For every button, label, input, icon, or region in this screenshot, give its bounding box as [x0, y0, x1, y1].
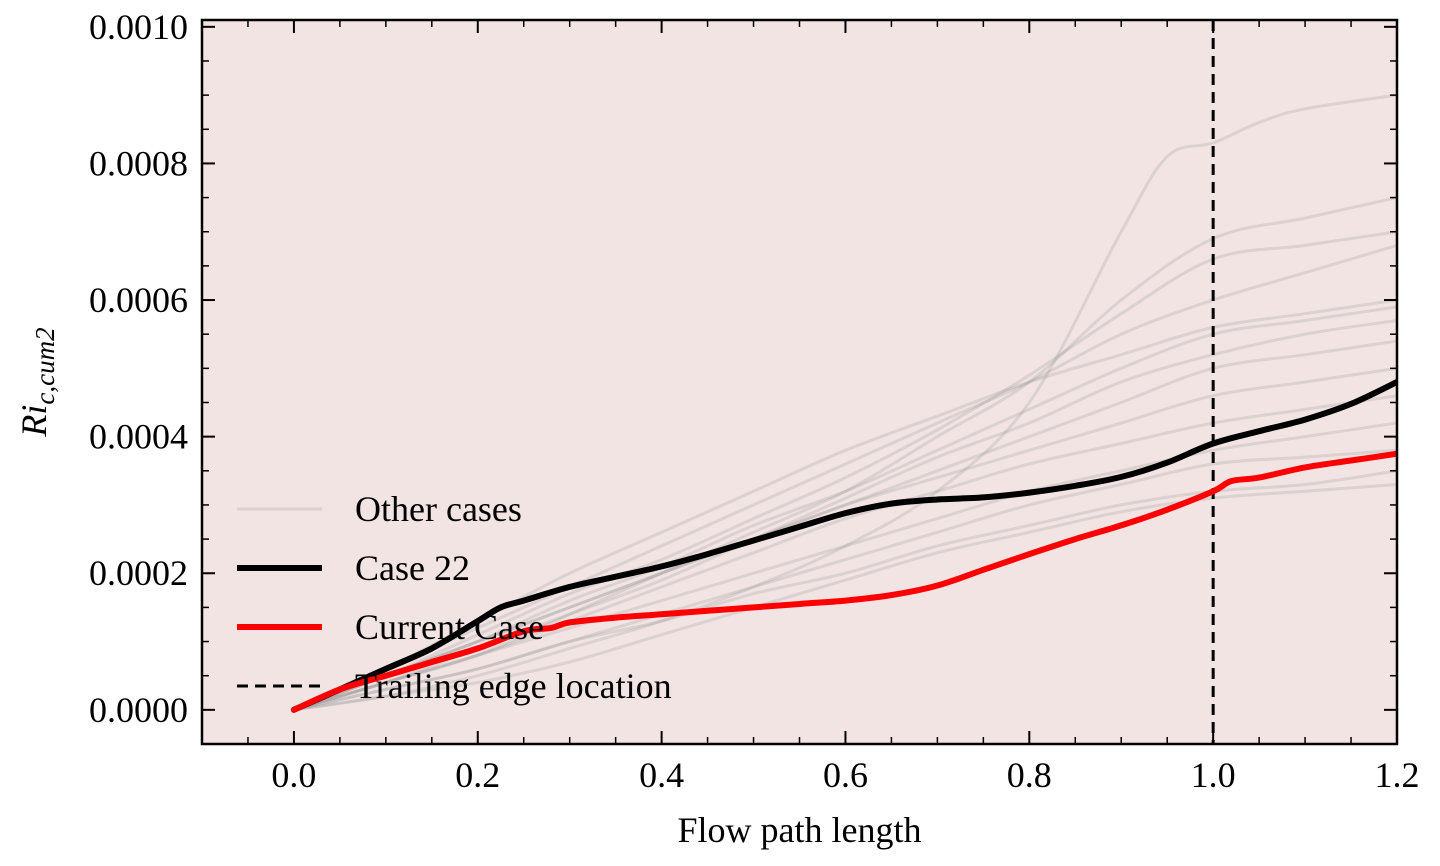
x-tick-label: 0.0: [271, 755, 316, 795]
curves-layer: [290, 20, 1397, 744]
series-line-case-22: [290, 379, 1397, 713]
x-tick-label: 0.2: [455, 755, 500, 795]
y-axis-label: Ric,cum2: [14, 327, 60, 437]
legend-label-3: Current Case: [355, 607, 544, 647]
y-tick-label: 0.0010: [89, 7, 188, 47]
x-axis-label: Flow path length: [678, 810, 922, 850]
y-axis-label-main: Ri: [14, 405, 54, 438]
plot-background: [202, 20, 1397, 744]
x-tick-label: 0.4: [639, 755, 684, 795]
other-case-line-1: [293, 93, 1397, 712]
y-tick-label: 0.0002: [89, 553, 188, 593]
other-case-line-10: [293, 421, 1397, 712]
x-tick-label: 0.8: [1007, 755, 1052, 795]
y-axis-label-subscript: c,cum2: [30, 327, 60, 404]
legend-label-1: Other cases: [355, 489, 522, 529]
legend-label-4: Trailing edge location: [355, 666, 672, 706]
y-tick-label: 0.0008: [89, 143, 188, 183]
x-tick-label: 0.6: [823, 755, 868, 795]
y-tick-label: 0.0000: [89, 690, 188, 730]
x-tick-label: 1.0: [1191, 755, 1236, 795]
other-case-line-2: [293, 196, 1397, 712]
series-line-current-case: [290, 450, 1397, 713]
other-case-line-8: [293, 366, 1397, 712]
y-tick-label: 0.0004: [89, 417, 188, 457]
axes-layer: 0.0 0.2 0.4 0.6 0.8 1.0 1.2 0.0000 0.0002 0.0004 0…: [89, 7, 1420, 795]
legend-label-2: Case 22: [355, 548, 470, 588]
x-tick-label: 1.2: [1375, 755, 1420, 795]
other-case-line-3: [293, 230, 1397, 712]
legend: Other cases Case 22 Current Case Trailing e…: [237, 489, 672, 706]
other-case-line-11: [293, 448, 1397, 712]
y-tick-label: 0.0006: [89, 280, 188, 320]
other-case-line-4: [293, 243, 1397, 712]
